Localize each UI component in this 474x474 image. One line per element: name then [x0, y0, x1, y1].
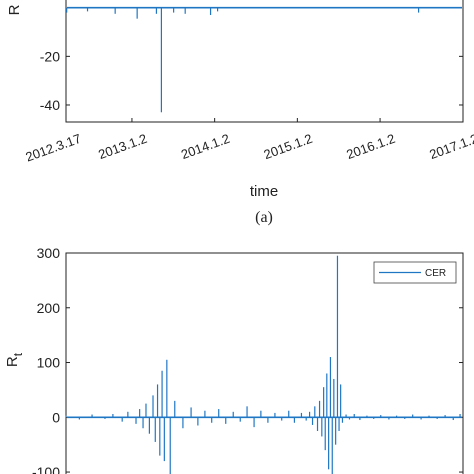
- y-tick-label: -20: [40, 48, 60, 64]
- x-tick-label: 2014.1.2: [179, 131, 232, 162]
- plot-area-b: [65, 252, 464, 474]
- y-axis-title-a: R: [6, 4, 23, 15]
- y-tick-label: 200: [37, 300, 61, 316]
- x-tick-label: 2016.1.2: [344, 131, 397, 162]
- panel-label-a: (a): [255, 209, 273, 226]
- y-tick-labels-b: 300 200 100 0 -100: [32, 245, 463, 474]
- y-axis-title-b: Rt: [4, 352, 25, 367]
- x-tick-label: 2017.1.2: [427, 131, 474, 162]
- chart-panel-b: Rt 300 200 100 0 -100 CER: [4, 245, 464, 474]
- x-tick-label: 2012.3.17: [24, 131, 83, 165]
- y-tick-label: 0: [52, 409, 60, 425]
- x-tick-labels-a: 2012.3.17 2013.1.2 2014.1.2 2015.1.2 2016.1.…: [24, 118, 474, 165]
- legend-label-cer: CER: [425, 268, 446, 279]
- x-tick-label: 2013.1.2: [96, 131, 149, 162]
- y-tick-label: -100: [32, 464, 60, 474]
- x-axis-title-a: time: [250, 183, 278, 200]
- plot-area-a: [65, 0, 464, 123]
- series-group-b: [65, 255, 462, 474]
- legend-b: CER: [373, 261, 457, 284]
- y-tick-label: 100: [37, 355, 61, 371]
- x-tick-label: 2015.1.2: [262, 131, 315, 162]
- series-group-a: [66, 6, 462, 113]
- chart-panel-a: R -20 -40 2012.3.17 2013.1.2 2014.1.2 2015.1…: [6, 0, 474, 226]
- y-tick-label: 300: [37, 245, 61, 261]
- y-tick-labels-a: -20 -40: [40, 48, 463, 113]
- y-tick-label: -40: [40, 97, 60, 113]
